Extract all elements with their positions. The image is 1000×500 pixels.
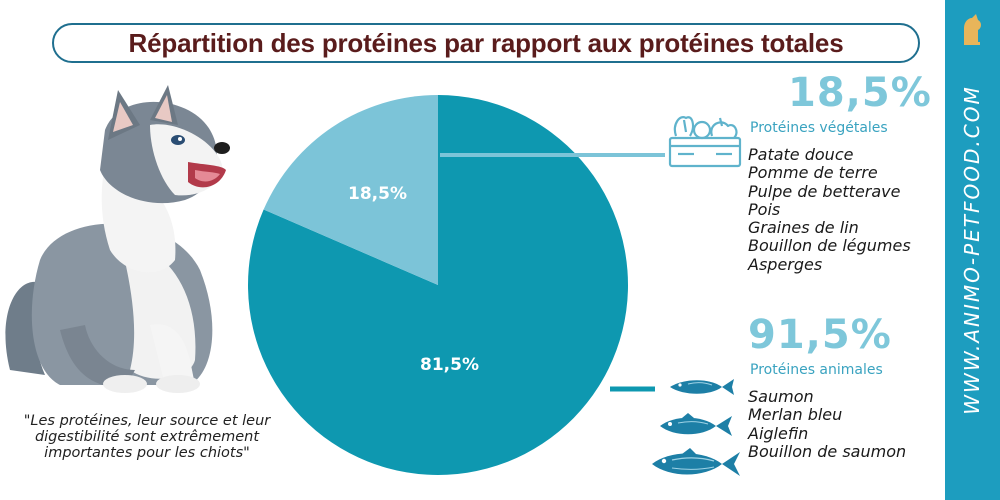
brand-website: WWW.ANIMO-PETFOOD.COM bbox=[960, 85, 984, 415]
fish-icon bbox=[652, 448, 740, 476]
fish-icon bbox=[660, 413, 732, 436]
animal-ingredient: Merlan bleu bbox=[748, 405, 843, 425]
chart-title: Répartition des protéines par rapport au… bbox=[128, 27, 844, 58]
vegetal-label: Protéines végétales bbox=[750, 120, 888, 136]
vegetal-percent: 18,5% bbox=[788, 70, 932, 116]
animal-ingredient-list: Saumon Merlan bleu Aiglefin Bouillon de sau… bbox=[748, 387, 907, 461]
animal-label: Protéines animales bbox=[750, 362, 883, 378]
husky-puppy-illustration bbox=[5, 85, 230, 393]
brand-side-band bbox=[945, 0, 1000, 500]
vegetal-ingredient: Pois bbox=[748, 199, 781, 219]
animal-ingredient: Saumon bbox=[748, 387, 814, 406]
pie-slice-vegetal bbox=[263, 95, 438, 285]
pie-label-animal: 81,5% bbox=[420, 355, 479, 375]
dog-logo-icon bbox=[964, 14, 981, 45]
vegetal-ingredient: Pulpe de betterave bbox=[748, 181, 901, 201]
vegetal-ingredient: Patate douce bbox=[748, 145, 854, 164]
vegetal-ingredient: Bouillon de légumes bbox=[748, 236, 911, 256]
vegetal-ingredient: Asperges bbox=[748, 254, 823, 274]
animal-ingredient: Aiglefin bbox=[748, 423, 809, 443]
animal-ingredient: Bouillon de saumon bbox=[748, 441, 907, 461]
fish-icon bbox=[670, 379, 734, 395]
pie-label-vegetal: 18,5% bbox=[348, 184, 407, 204]
vegetable-crate-icon bbox=[668, 116, 742, 168]
vegetal-ingredient: Graines de lin bbox=[748, 218, 859, 238]
title-banner: Répartition des protéines par rapport au… bbox=[52, 23, 920, 63]
animal-percent: 91,5% bbox=[748, 312, 892, 358]
puppy-quote: "Les protéines, leur source et leur dige… bbox=[23, 413, 271, 461]
vegetal-ingredient: Pomme de terre bbox=[748, 163, 878, 183]
vegetal-ingredient-list: Patate douce Pomme de terre Pulpe de bette… bbox=[748, 145, 911, 274]
pie-slice-animal bbox=[248, 95, 629, 475]
